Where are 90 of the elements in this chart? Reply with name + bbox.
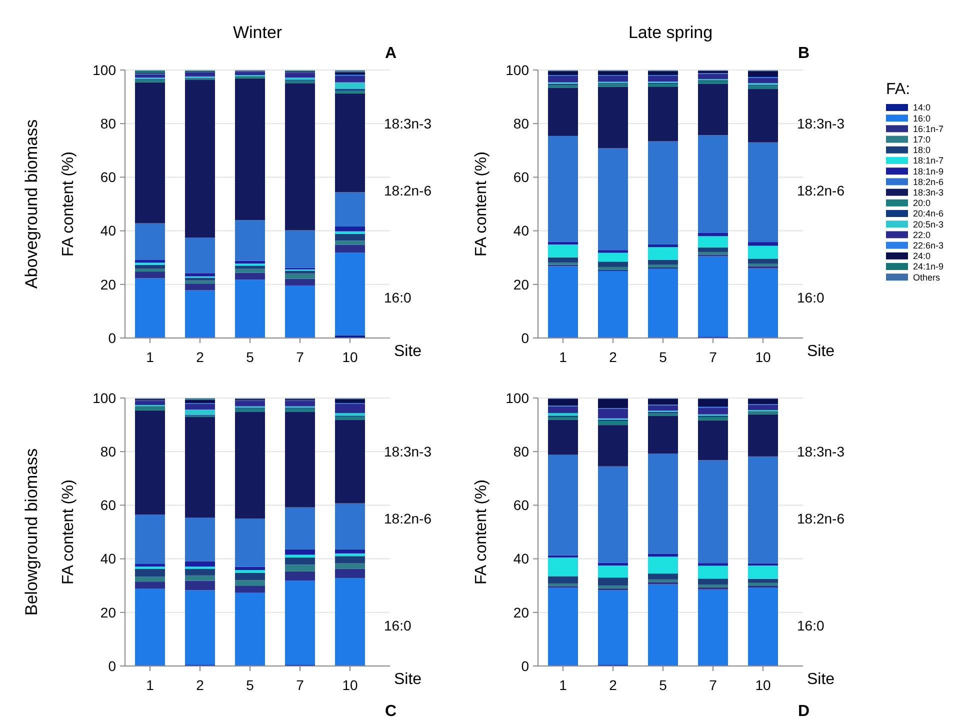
y-tick-label: 40	[513, 222, 530, 239]
x-axis-title: Site	[394, 343, 422, 360]
annotation: 18:3n-3	[384, 444, 432, 460]
text: D	[798, 703, 810, 720]
legend-label: 24:0	[913, 251, 931, 262]
text: B	[798, 45, 810, 62]
y-axis-title: FA content (%)	[60, 480, 77, 584]
annotation: 16:0	[797, 290, 824, 306]
x-tick-label: 5	[246, 349, 254, 365]
x-tick-label: 1	[146, 677, 154, 693]
legend-label: 17:0	[913, 134, 931, 144]
x-tick-label: 10	[342, 677, 358, 693]
y-tick-label: 0	[521, 330, 530, 346]
x-tick-label: 2	[609, 677, 618, 693]
annotation: 18:2n-6	[797, 182, 845, 198]
y-tick-label: 100	[506, 390, 530, 406]
x-axis-title: Site	[807, 343, 835, 360]
x-tick-label: 2	[609, 349, 618, 365]
x-tick-label: 5	[659, 349, 668, 365]
y-tick-label: 100	[506, 62, 530, 78]
y-tick-label: 0	[521, 658, 530, 674]
text: Aboveground biomass	[22, 119, 41, 289]
chart-title: Winter	[232, 23, 282, 42]
x-tick-label: 1	[559, 677, 568, 693]
legend-label: 18:0	[913, 145, 931, 156]
legend-label: 18:3n-3	[913, 187, 944, 198]
x-tick-label: 1	[146, 349, 154, 365]
y-tick-label: 40	[513, 550, 530, 567]
x-tick-label: 7	[296, 677, 304, 693]
y-tick-label: 40	[100, 550, 116, 567]
y-tick-label: 100	[92, 62, 116, 78]
y-axis-title: FA content (%)	[473, 480, 490, 584]
legend-label: 20:0	[913, 198, 931, 208]
annotation: 16:0	[384, 290, 412, 306]
legend-label: 18:1n-7	[913, 156, 944, 166]
annotation: 18:3n-3	[797, 116, 845, 132]
x-tick-label: 5	[659, 677, 668, 693]
x-axis-title: Site	[807, 671, 835, 688]
annotation: 18:2n-6	[384, 510, 432, 526]
y-tick-label: 20	[513, 604, 530, 620]
x-tick-label: 7	[709, 677, 718, 693]
y-tick-label: 80	[100, 444, 116, 460]
legend-label: 18:1n-9	[913, 166, 944, 176]
y-tick-label: 80	[513, 444, 530, 460]
x-tick-label: 10	[755, 677, 771, 693]
legend-label: 16:0	[913, 113, 931, 124]
x-tick-label: 2	[196, 349, 204, 365]
annotation: 16:0	[797, 618, 824, 634]
text: A	[385, 45, 397, 62]
legend-label: 20:5n-3	[913, 219, 944, 230]
annotation: 18:2n-6	[384, 182, 432, 198]
y-tick-label: 40	[100, 222, 116, 239]
text: Belowground biomass	[22, 448, 41, 616]
x-tick-label: 5	[246, 677, 254, 693]
y-tick-label: 0	[108, 658, 116, 674]
y-tick-label: 60	[513, 497, 530, 514]
legend-label: 22:6n-3	[913, 240, 944, 250]
y-tick-label: 20	[100, 276, 116, 292]
y-tick-label: 60	[100, 497, 116, 514]
y-axis-title: FA content (%)	[473, 152, 490, 256]
chart-title: Late spring	[628, 23, 713, 42]
y-tick-label: 20	[513, 276, 530, 292]
legend-label: 24:1n-9	[913, 262, 944, 272]
legend-label: 22:0	[913, 230, 931, 240]
x-tick-label: 1	[559, 349, 568, 365]
legend-label: 14:0	[913, 102, 931, 113]
annotation: 18:2n-6	[797, 510, 845, 526]
x-tick-label: 7	[709, 349, 718, 365]
y-tick-label: 100	[92, 390, 116, 406]
annotation: 18:3n-3	[384, 116, 432, 132]
y-tick-label: 0	[108, 330, 116, 346]
legend-label: Others	[913, 272, 941, 282]
y-tick-label: 60	[100, 169, 116, 186]
legend-label: 16:1n-7	[913, 124, 944, 134]
x-axis-title: Site	[394, 671, 422, 688]
y-tick-label: 80	[513, 116, 530, 132]
y-tick-label: 60	[513, 169, 530, 186]
text: C	[385, 703, 397, 720]
legend-label: 18:2n-6	[913, 176, 944, 187]
annotation: 16:0	[384, 618, 412, 634]
x-tick-label: 10	[755, 349, 771, 365]
y-tick-label: 80	[100, 116, 116, 132]
x-tick-label: 10	[342, 349, 358, 365]
y-axis-title: FA content (%)	[60, 152, 77, 256]
annotation: 18:3n-3	[797, 444, 845, 460]
y-tick-label: 20	[100, 604, 116, 620]
x-tick-label: 2	[196, 677, 204, 693]
legend-title: FA:	[886, 81, 910, 98]
x-tick-label: 7	[296, 349, 304, 365]
legend-label: 20:4n-6	[913, 208, 944, 219]
